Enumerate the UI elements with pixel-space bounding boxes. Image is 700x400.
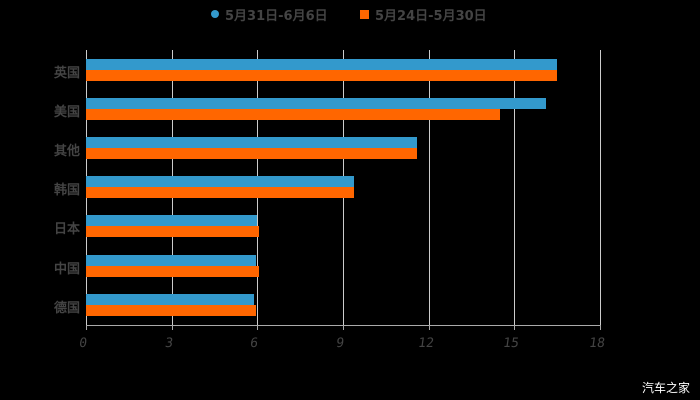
x-tick — [343, 325, 344, 330]
y-category-label: 日本 — [53, 222, 80, 238]
x-tick — [514, 325, 516, 330]
gridline — [514, 50, 516, 325]
legend-item-series1[interactable]: 5月31日-6月6日 — [211, 4, 328, 24]
x-tick — [86, 325, 87, 330]
bar-series1[interactable] — [86, 137, 418, 149]
watermark: 汽车之家 — [641, 381, 690, 395]
legend: 5月31日-6月6日 5月24日-5月30日 — [0, 4, 700, 24]
y-category-label: 其他 — [53, 144, 80, 160]
y-category-label: 中国 — [53, 261, 80, 277]
x-tick — [428, 325, 430, 330]
circle-marker-icon — [211, 10, 219, 18]
bar-series1[interactable] — [86, 254, 256, 266]
x-tick — [171, 325, 173, 330]
bar-series2[interactable] — [86, 226, 259, 238]
bar-series2[interactable] — [86, 304, 256, 316]
x-tick-label: 18 — [588, 336, 606, 351]
x-tick-label: 0 — [78, 336, 88, 351]
bar-series1[interactable] — [86, 293, 255, 305]
square-marker-icon — [360, 9, 369, 19]
gridline — [428, 50, 430, 325]
bar-series2[interactable] — [86, 187, 355, 199]
x-tick-label: 9 — [335, 336, 345, 351]
x-axis-line — [86, 325, 601, 326]
y-category-label: 韩国 — [53, 183, 80, 199]
bar-series2[interactable] — [86, 70, 558, 81]
x-tick-label: 6 — [249, 336, 260, 351]
legend-item-series2[interactable]: 5月24日-5月30日 — [360, 4, 487, 24]
y-category-label: 美国 — [53, 105, 80, 121]
bar-series2[interactable] — [86, 265, 259, 277]
bar-series2[interactable] — [86, 148, 418, 160]
y-category-label: 德国 — [53, 300, 80, 316]
gridline — [600, 50, 601, 325]
y-category-label: 英国 — [53, 66, 80, 81]
x-tick-label: 15 — [502, 336, 521, 351]
bar-series2[interactable] — [86, 109, 501, 121]
bar-series1[interactable] — [86, 98, 546, 110]
x-tick — [257, 325, 259, 330]
x-tick — [600, 325, 601, 330]
x-tick-label: 3 — [163, 336, 174, 351]
x-tick-label: 12 — [416, 336, 435, 351]
bar-series1[interactable] — [86, 215, 258, 227]
bar-series1[interactable] — [86, 59, 558, 70]
legend-label: 5月24日-5月30日 — [375, 8, 487, 24]
bar-series1[interactable] — [86, 176, 355, 188]
legend-label: 5月31日-6月6日 — [225, 8, 328, 24]
